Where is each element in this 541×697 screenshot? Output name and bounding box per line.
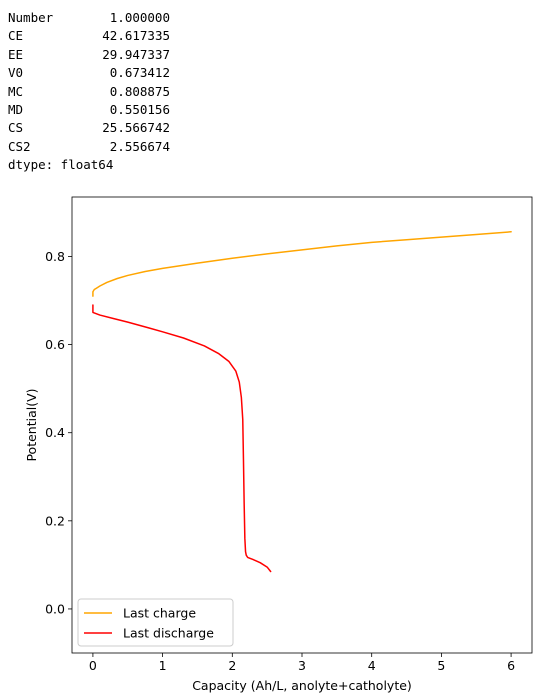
series-value: 2.556674 [109, 138, 170, 154]
series-value: 25.566742 [102, 120, 170, 136]
y-tick-label: 0.8 [45, 249, 65, 264]
series-value: 42.617335 [102, 28, 170, 44]
series-value: 0.550156 [109, 102, 170, 118]
series-value: 0.808875 [109, 83, 170, 99]
series-key: CE [8, 28, 24, 44]
series-row: CS2 2.556674 [8, 138, 170, 156]
series-key: Number [8, 10, 54, 25]
x-tick-label: 2 [228, 658, 236, 673]
series-row: MD 0.550156 [8, 101, 170, 119]
x-tick-label: 3 [298, 658, 306, 673]
legend-label: Last discharge [123, 626, 214, 641]
series-row: CS 25.566742 [8, 119, 170, 137]
series-key: EE [8, 46, 24, 62]
series-key: CS2 [8, 138, 31, 154]
series-table: Number 1.000000 CE 42.617335 EE 29.947337 V0 0.… [8, 9, 170, 156]
series-row: EE 29.947337 [8, 46, 170, 64]
series-row: V0 0.673412 [8, 64, 170, 82]
series-key: V0 [8, 65, 24, 81]
series-key: MD [8, 102, 24, 118]
dtype-line: dtype: float64 [8, 157, 114, 173]
series-value: 29.947337 [102, 46, 170, 62]
legend-box [77, 598, 234, 647]
y-axis-label: Potential(V) [24, 388, 39, 461]
y-tick-label: 0.4 [45, 425, 65, 440]
x-tick-label: 0 [89, 658, 97, 673]
series-row: Number 1.000000 [8, 9, 170, 27]
series-value: 1.000000 [109, 10, 170, 25]
series-line [92, 231, 512, 297]
y-tick-label: 0.6 [45, 337, 65, 352]
series-key: CS [8, 120, 24, 136]
series-key: MC [8, 83, 24, 99]
series-row: MC 0.808875 [8, 83, 170, 101]
x-axis-label: Capacity (Ah/L, anolyte+catholyte) [192, 678, 412, 693]
y-tick-label: 0.2 [45, 513, 65, 528]
plot-frame [71, 196, 533, 654]
x-tick-label: 6 [507, 658, 515, 673]
y-tick-label: 0.0 [45, 601, 65, 616]
series-row: CE 42.617335 [8, 27, 170, 45]
x-tick-label: 5 [437, 658, 445, 673]
series-line [92, 304, 272, 573]
legend-label: Last charge [123, 606, 196, 621]
x-tick-label: 4 [368, 658, 376, 673]
series-value: 0.673412 [109, 65, 170, 81]
x-tick-label: 1 [159, 658, 167, 673]
cell-output-text: Number 1.000000 CE 42.617335 EE 29.947337 V0 0.… [8, 9, 170, 175]
